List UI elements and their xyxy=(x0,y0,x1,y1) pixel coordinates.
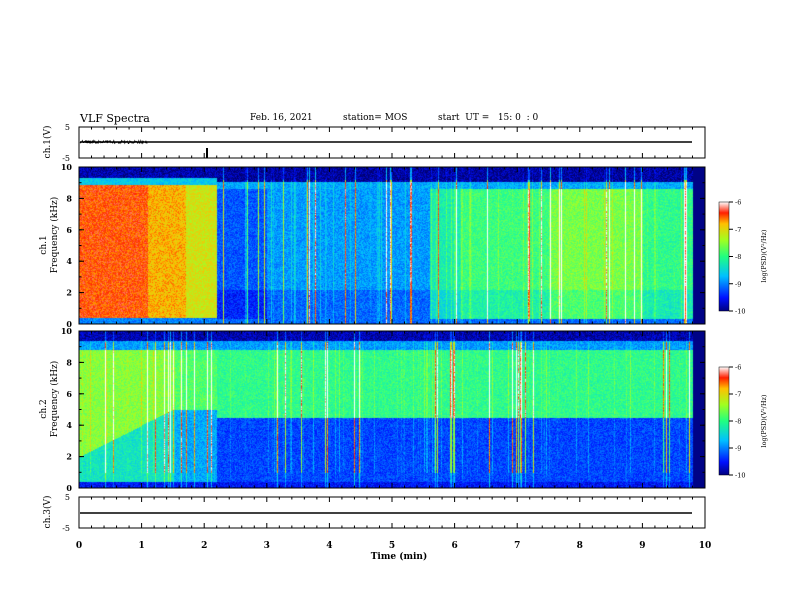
time-tick-label: 10 xyxy=(699,541,712,551)
ch2-colorbar-label: log(PSD)(V²/Hz) xyxy=(760,394,768,447)
ch1-spec-channel-label: ch.1 xyxy=(39,235,49,254)
time-axis-ticklabels: 0 1 2 3 4 5 6 7 8 9 10 xyxy=(76,541,711,551)
time-tick-label: 3 xyxy=(264,541,270,551)
time-tick-label: 1 xyxy=(138,541,144,551)
ch1-colorbar: -6 -7 -8 -9 -10 log(PSD)(V²/Hz) xyxy=(719,199,768,316)
ch2-colorbar-ticks: -6 -7 -8 -9 -10 xyxy=(729,364,745,480)
colorbar-tick-label: -8 xyxy=(735,253,741,261)
freq-tick-label: 4 xyxy=(66,420,72,430)
time-tick-label: 9 xyxy=(639,541,645,551)
colorbar-tick-label: -7 xyxy=(735,226,741,234)
time-axis-label: Time (min) xyxy=(371,551,428,562)
time-tick-label: 2 xyxy=(201,541,207,551)
ch2-colorbar-gradient xyxy=(719,367,729,475)
colorbar-tick-label: -7 xyxy=(735,391,741,399)
freq-tick-label: 8 xyxy=(66,193,72,203)
freq-tick-label: 0 xyxy=(66,483,72,493)
colorbar-tick-label: -10 xyxy=(735,308,745,316)
colorbar-tick-label: -8 xyxy=(735,418,741,426)
freq-tick-label: 6 xyxy=(66,225,72,235)
time-tick-label: 6 xyxy=(451,541,457,551)
time-tick-label: 4 xyxy=(326,541,332,551)
ch1-spec-ylabel: Frequency (kHz) xyxy=(49,197,60,274)
colorbar-tick-label: -10 xyxy=(735,472,745,480)
ch1-colorbar-ticks: -6 -7 -8 -9 -10 xyxy=(729,199,745,316)
ch3-waveform-ytick-bottom: -5 xyxy=(62,524,70,533)
freq-tick-label: 2 xyxy=(66,452,72,462)
ch2-spec-ylabel: Frequency (kHz) xyxy=(49,361,60,438)
freq-tick-label: 10 xyxy=(61,326,73,336)
ch1-waveform-ytick-top: 5 xyxy=(65,123,70,132)
colorbar-tick-label: -9 xyxy=(735,445,741,453)
colorbar-tick-label: -6 xyxy=(735,364,741,372)
ch1-waveform-noise xyxy=(80,141,147,144)
freq-tick-label: 10 xyxy=(61,162,73,172)
time-tick-label: 8 xyxy=(577,541,583,551)
freq-tick-label: 4 xyxy=(66,256,72,266)
freq-tick-label: 8 xyxy=(66,357,72,367)
freq-tick-label: 2 xyxy=(66,288,72,298)
ch2-colorbar: -6 -7 -8 -9 -10 log(PSD)(V²/Hz) xyxy=(719,364,768,480)
colorbar-tick-label: -6 xyxy=(735,199,741,207)
waveform-noise-path xyxy=(80,141,147,144)
colorbar-tick-label: -9 xyxy=(735,280,741,288)
ch1-waveform-ylabel: ch.1(V) xyxy=(42,126,53,159)
ch3-waveform-ylabel: ch.3(V) xyxy=(42,496,53,529)
freq-tick-label: 6 xyxy=(66,389,72,399)
ch1-spectrogram-image xyxy=(79,167,705,324)
ch1-colorbar-gradient xyxy=(719,202,729,311)
ch2-spec-channel-label: ch.2 xyxy=(39,399,49,418)
time-tick-label: 7 xyxy=(514,541,520,551)
ch1-colorbar-label: log(PSD)(V²/Hz) xyxy=(760,229,768,282)
ch2-spectrogram-image xyxy=(79,331,705,488)
ch3-waveform-ytick-top: 5 xyxy=(65,493,70,502)
time-tick-label: 0 xyxy=(76,541,82,551)
time-tick-label: 5 xyxy=(389,541,395,551)
